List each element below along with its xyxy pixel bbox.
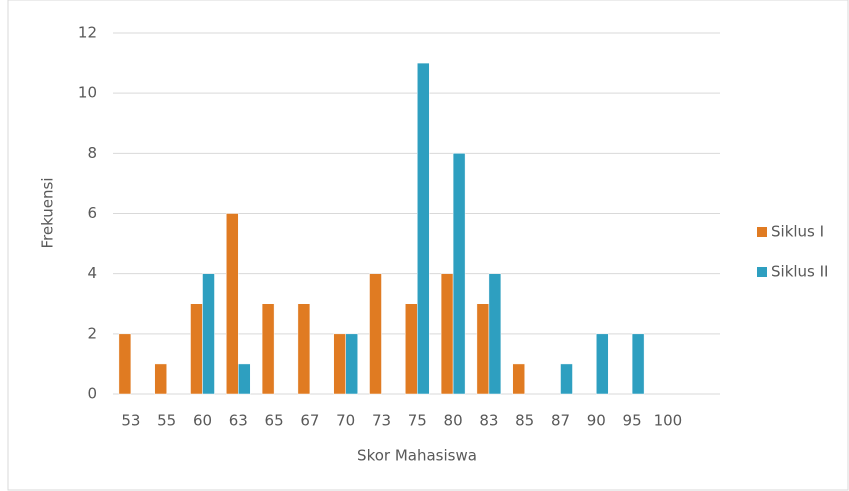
bar bbox=[440, 273, 454, 395]
y-tick-label: 10 bbox=[78, 84, 97, 102]
bar bbox=[596, 333, 609, 395]
bar bbox=[405, 303, 418, 395]
x-axis-title: Skor Mahasiswa bbox=[357, 447, 477, 465]
bar bbox=[345, 333, 358, 395]
bar bbox=[631, 333, 645, 395]
x-tick-label: 55 bbox=[157, 412, 176, 430]
legend-label: Siklus II bbox=[771, 263, 828, 281]
x-tick-label: 63 bbox=[229, 412, 248, 430]
bar bbox=[333, 333, 346, 395]
legend-label: Siklus I bbox=[771, 223, 824, 241]
x-tick-label: 100 bbox=[654, 412, 683, 430]
legend-swatch bbox=[757, 267, 767, 277]
bar bbox=[261, 303, 275, 395]
x-tick-label: 75 bbox=[408, 412, 427, 430]
bar bbox=[226, 213, 239, 395]
x-tick-label: 65 bbox=[265, 412, 284, 430]
bar bbox=[476, 303, 490, 395]
x-tick-label: 80 bbox=[444, 412, 463, 430]
bar bbox=[417, 62, 430, 395]
legend-swatch bbox=[757, 227, 767, 237]
y-tick-label: 6 bbox=[87, 204, 97, 222]
bar bbox=[202, 273, 215, 395]
bar bbox=[488, 273, 502, 395]
x-tick-label: 60 bbox=[193, 412, 212, 430]
bar bbox=[238, 363, 251, 395]
x-tick-label: 73 bbox=[372, 412, 391, 430]
x-tick-label: 85 bbox=[515, 412, 534, 430]
x-tick-label: 53 bbox=[121, 412, 140, 430]
bar bbox=[154, 363, 167, 395]
x-tick-label: 83 bbox=[479, 412, 498, 430]
y-tick-label: 12 bbox=[78, 24, 97, 42]
x-tick-label: 95 bbox=[623, 412, 642, 430]
y-tick-label: 4 bbox=[87, 264, 97, 282]
x-tick-label: 70 bbox=[336, 412, 355, 430]
y-axis-title: Frekuensi bbox=[39, 177, 57, 248]
bar bbox=[452, 153, 466, 395]
x-tick-label: 87 bbox=[551, 412, 570, 430]
x-tick-label: 90 bbox=[587, 412, 606, 430]
bar bbox=[560, 363, 573, 395]
bar bbox=[190, 303, 203, 395]
x-tick-label: 67 bbox=[300, 412, 319, 430]
bar bbox=[118, 333, 132, 395]
y-tick-label: 0 bbox=[87, 385, 97, 403]
bar bbox=[369, 273, 382, 395]
y-tick-label: 2 bbox=[87, 324, 97, 342]
bar bbox=[297, 303, 311, 395]
bar bbox=[512, 363, 525, 395]
y-tick-label: 8 bbox=[87, 144, 97, 162]
